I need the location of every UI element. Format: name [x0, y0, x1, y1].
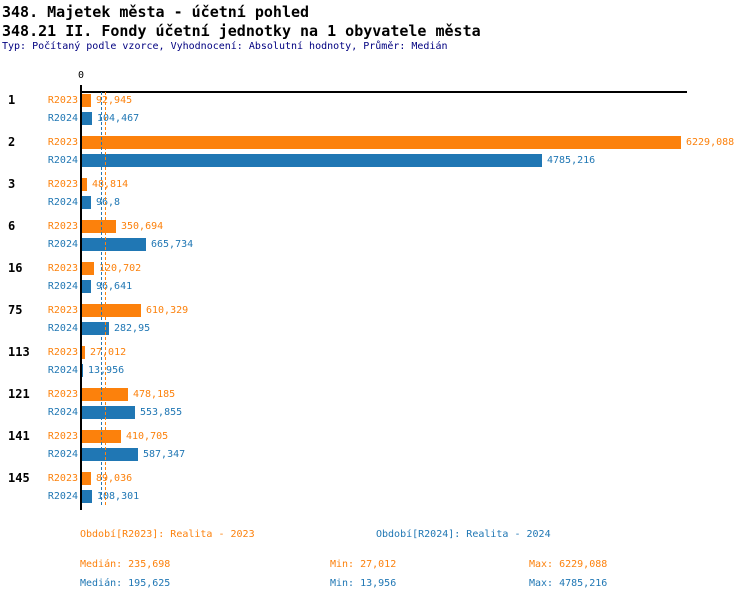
series-tick-label: R2023: [47, 95, 78, 106]
bar: [82, 112, 92, 125]
value-label: 6229,088: [686, 137, 735, 148]
stat-median-r2024: Medián: 195,625: [80, 578, 171, 589]
stat-min-r2024: Min: 13,956: [330, 578, 397, 589]
bar: [82, 220, 116, 233]
category-label: 1: [8, 93, 16, 107]
series-tick-label: R2023: [47, 347, 78, 358]
series-tick-label: R2024: [47, 281, 78, 292]
stat-median-r2023: Medián: 235,698: [80, 559, 171, 570]
indicator-title: 348.21 II. Fondy účetní jednotky na 1 ob…: [2, 22, 481, 40]
value-label: 48,814: [92, 179, 129, 190]
series-tick-label: R2024: [47, 449, 78, 460]
zero-tick-label: 0: [77, 70, 85, 81]
bar: [82, 346, 85, 359]
bar: [82, 154, 542, 167]
value-label: 410,705: [126, 431, 169, 442]
value-label: 610,329: [146, 305, 189, 316]
series-tick-label: R2023: [47, 137, 78, 148]
series-tick-label: R2024: [47, 113, 78, 124]
bar: [82, 448, 138, 461]
category-label: 2: [8, 135, 16, 149]
series-tick-label: R2023: [47, 179, 78, 190]
value-label: 120,702: [99, 263, 142, 274]
stat-max-r2024: Max: 4785,216: [529, 578, 608, 589]
value-label: 4785,216: [547, 155, 596, 166]
value-label: 587,347: [143, 449, 186, 460]
category-label: 145: [8, 471, 30, 485]
bar: [82, 238, 146, 251]
y-axis-line: [80, 85, 82, 510]
value-label: 478,185: [133, 389, 176, 400]
series-tick-label: R2024: [47, 155, 78, 166]
stat-max-r2023: Max: 6229,088: [529, 559, 608, 570]
bar: [82, 406, 135, 419]
category-label: 3: [8, 177, 16, 191]
series-tick-label: R2024: [47, 197, 78, 208]
value-label: 108,301: [97, 491, 140, 502]
category-label: 6: [8, 219, 16, 233]
value-label: 553,855: [140, 407, 183, 418]
legend-r2024: Období[R2024]: Realita - 2024: [376, 529, 551, 540]
series-tick-label: R2024: [47, 491, 78, 502]
value-label: 96,641: [96, 281, 133, 292]
median-line-r2023: [105, 92, 106, 505]
bar: [82, 490, 92, 503]
series-tick-label: R2024: [47, 239, 78, 250]
value-label: 104,467: [97, 113, 140, 124]
series-tick-label: R2023: [47, 263, 78, 274]
bar: [82, 178, 87, 191]
value-label: 13,956: [88, 365, 125, 376]
bar: [82, 280, 91, 293]
value-label: 282,95: [114, 323, 151, 334]
report-title: 348. Majetek města - účetní pohled: [2, 3, 310, 21]
series-tick-label: R2023: [47, 389, 78, 400]
bar: [82, 94, 91, 107]
category-label: 75: [8, 303, 23, 317]
series-tick-label: R2023: [47, 473, 78, 484]
value-label: 27,012: [90, 347, 127, 358]
bar: [82, 196, 91, 209]
category-label: 113: [8, 345, 30, 359]
series-tick-label: R2023: [47, 431, 78, 442]
legend-r2023: Období[R2023]: Realita - 2023: [80, 529, 255, 540]
category-label: 16: [8, 261, 23, 275]
value-label: 89,036: [96, 473, 133, 484]
value-label: 96,8: [96, 197, 121, 208]
bar: [82, 364, 83, 377]
series-tick-label: R2023: [47, 305, 78, 316]
meta-line: Typ: Počítaný podle vzorce, Vyhodnocení:…: [2, 41, 448, 52]
category-label: 121: [8, 387, 30, 401]
series-tick-label: R2024: [47, 365, 78, 376]
series-tick-label: R2024: [47, 407, 78, 418]
series-tick-label: R2023: [47, 221, 78, 232]
value-label: 665,734: [151, 239, 194, 250]
bar: [82, 304, 141, 317]
bar: [82, 136, 681, 149]
median-line-r2024: [101, 92, 102, 505]
bar: [82, 322, 109, 335]
bar: [82, 472, 91, 485]
bar: [82, 262, 94, 275]
value-label: 350,694: [121, 221, 164, 232]
series-tick-label: R2024: [47, 323, 78, 334]
value-label: 92,945: [96, 95, 133, 106]
stat-min-r2023: Min: 27,012: [330, 559, 397, 570]
category-label: 141: [8, 429, 30, 443]
x-axis-line: [80, 91, 687, 93]
